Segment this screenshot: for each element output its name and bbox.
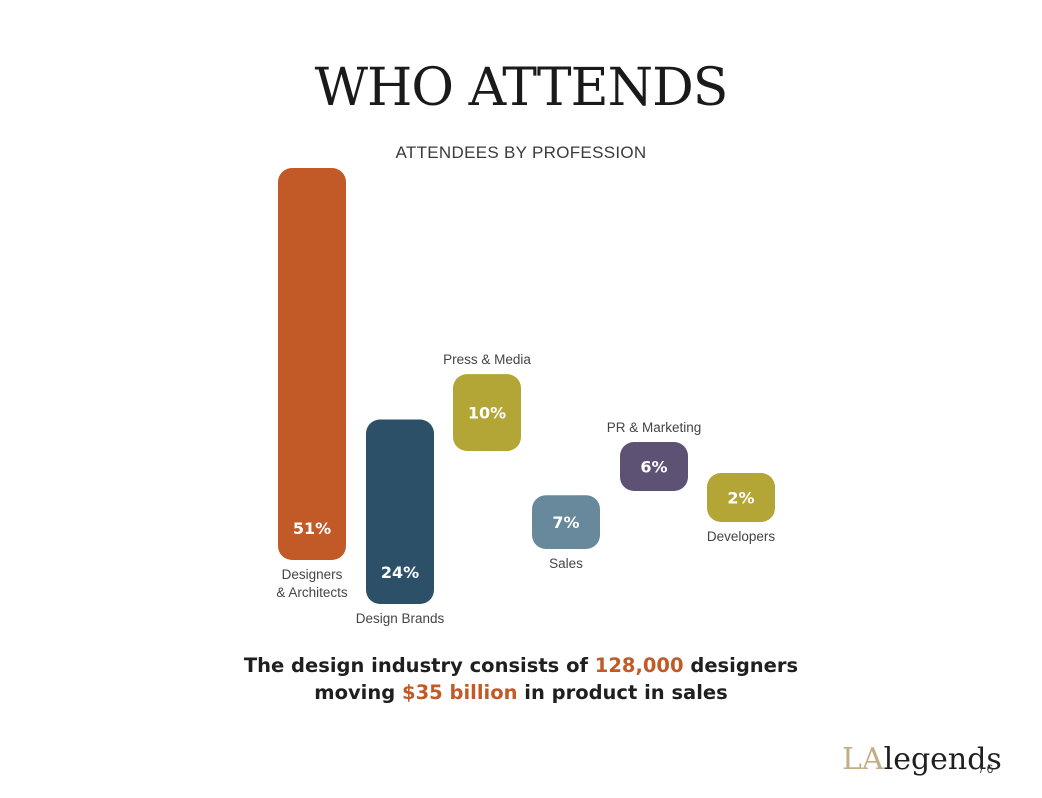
bar-press-and-media	[453, 374, 521, 451]
data-label-developers: 2%	[727, 489, 754, 508]
data-label-press-and-media: 10%	[468, 404, 506, 423]
designer-count-highlight: 128,000	[594, 654, 684, 677]
summary-line-1: The design industry consists of 128,000 …	[0, 652, 1042, 679]
category-label-designers-and-architects: & Architects	[276, 585, 348, 600]
data-label-designers-and-architects: 51%	[293, 519, 331, 538]
page-number: / 6	[980, 762, 994, 776]
category-label-pr-and-marketing: PR & Marketing	[607, 420, 702, 435]
summary-line-2: moving $35 billion in product in sales	[0, 679, 1042, 706]
data-label-pr-and-marketing: 6%	[640, 458, 667, 477]
category-label-design-brands: Design Brands	[356, 611, 445, 626]
bar-designers-and-architects	[278, 168, 346, 560]
brand-logo-legends: legends	[883, 742, 1002, 777]
bar-pr-and-marketing	[620, 442, 688, 491]
bar-developers	[707, 473, 775, 522]
category-label-press-and-media: Press & Media	[443, 352, 531, 367]
data-label-sales: 7%	[552, 513, 579, 532]
bar-design-brands	[366, 419, 434, 604]
brand-logo-la: LA	[842, 742, 884, 777]
bar-sales	[532, 495, 600, 549]
summary-line-1-start: The design industry consists of	[243, 654, 595, 677]
summary-line-2-end: in product in sales	[517, 681, 728, 704]
category-label-designers-and-architects: Designers	[282, 567, 343, 582]
category-label-developers: Developers	[707, 529, 776, 544]
summary-line-2-start: moving	[314, 681, 402, 704]
brand-logo: LAlegends	[842, 742, 1002, 777]
sales-amount-highlight: $35 billion	[402, 681, 518, 704]
chart-title: ATTENDEES BY PROFESSION	[395, 143, 647, 162]
page-title: WHO ATTENDS	[314, 58, 729, 118]
data-label-design-brands: 24%	[381, 563, 419, 582]
summary-text: The design industry consists of 128,000 …	[0, 652, 1042, 706]
category-label-sales: Sales	[549, 556, 583, 571]
summary-line-1-end: designers	[683, 654, 799, 677]
